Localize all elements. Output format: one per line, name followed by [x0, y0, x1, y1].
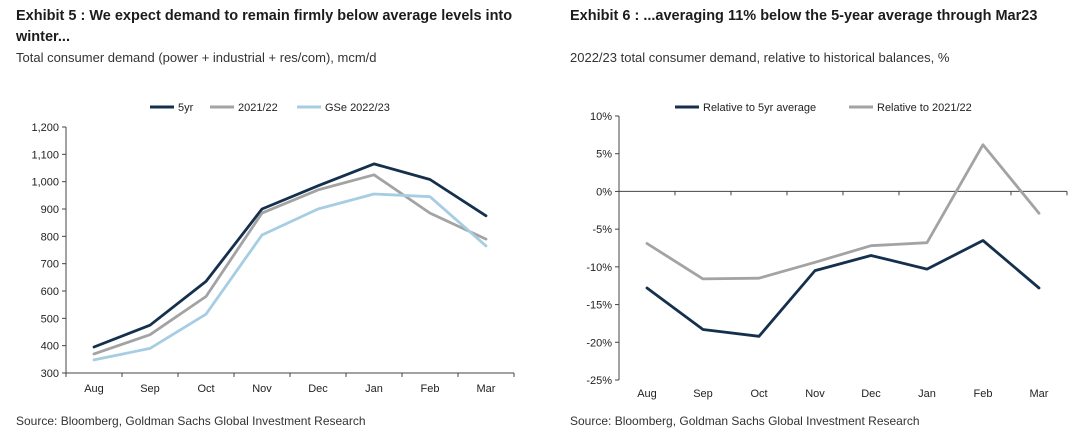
- y-tick-label: 700: [41, 259, 59, 271]
- legend-label: GSe 2022/23: [325, 102, 390, 114]
- y-tick-label: 300: [41, 368, 59, 380]
- legend-label: Relative to 2021/22: [877, 102, 972, 114]
- demand-line-chart: 300 400 500 600 700 800 900 1,000 1,100 1,200 Aug S…: [31, 102, 515, 395]
- y-tick-label: 10%: [590, 111, 612, 123]
- x-tick-label: Dec: [308, 383, 328, 395]
- x-tick-label: Nov: [805, 388, 825, 400]
- legend-label: Relative to 5yr average: [703, 102, 816, 114]
- x-tick-label: Jan: [365, 383, 383, 395]
- y-tick-label: -10%: [586, 262, 612, 274]
- y-tick-label: 500: [41, 313, 59, 325]
- y-tick-label: -20%: [586, 337, 612, 349]
- title-text: We expect demand to remain firmly below …: [16, 8, 513, 45]
- y-tick-label: -25%: [586, 375, 612, 387]
- source-note: Source: Bloomberg, Goldman Sachs Global …: [570, 414, 920, 428]
- y-tick-label: 1,000: [31, 177, 59, 189]
- legend-label: 2021/22: [238, 102, 278, 114]
- x-tick-label: Aug: [637, 388, 657, 400]
- x-tick-label: Dec: [861, 388, 881, 400]
- y-tick-label: 1,200: [31, 122, 59, 134]
- y-tick-label: 5%: [596, 149, 612, 161]
- series-line: [92, 162, 488, 349]
- series-line: [645, 239, 1041, 338]
- exhibit-5-panel: Exhibit 5 : We expect demand to remain f…: [16, 6, 521, 428]
- title-text: ...averaging 11% below the 5-year averag…: [643, 8, 1038, 24]
- exhibit-number: Exhibit 6 :: [570, 8, 640, 24]
- x-tick-label: Sep: [693, 388, 713, 400]
- x-tick-label: Oct: [750, 388, 767, 400]
- legend: 5yr 2021/22 GSe 2022/23: [150, 102, 390, 114]
- legend: Relative to 5yr average Relative to 2021/…: [675, 102, 972, 114]
- y-tick-label: -15%: [586, 300, 612, 312]
- exhibit-6-panel: Exhibit 6 : ...averaging 11% below the 5…: [548, 0, 1076, 441]
- y-tick-label: 1,100: [31, 149, 59, 161]
- chart-subtitle: 2022/23 total consumer demand, relative …: [570, 50, 950, 65]
- x-tick-label: Feb: [421, 383, 440, 395]
- y-tick-label: 0%: [596, 186, 612, 198]
- y-tick-label: 800: [41, 231, 59, 243]
- y-tick-label: 900: [41, 204, 59, 216]
- x-tick-label: Mar: [477, 383, 496, 395]
- x-tick-label: Feb: [974, 388, 993, 400]
- x-tick-label: Jan: [918, 388, 936, 400]
- series-line: [92, 173, 488, 356]
- chart-subtitle: Total consumer demand (power + industria…: [16, 50, 377, 65]
- chart-title: Exhibit 5 : We expect demand to remain f…: [16, 6, 521, 48]
- source-note: Source: Bloomberg, Goldman Sachs Global …: [16, 414, 366, 428]
- relative-demand-line-chart: -25% -20% -15% -10% -5% 0% 5% 10% Aug Sep Oct Nov De…: [586, 102, 1068, 400]
- y-tick-label: 400: [41, 341, 59, 353]
- series-line: [645, 143, 1041, 281]
- x-tick-label: Oct: [197, 383, 214, 395]
- x-tick-label: Sep: [140, 383, 160, 395]
- y-tick-label: -5%: [592, 224, 612, 236]
- exhibit-number: Exhibit 5 :: [16, 8, 86, 24]
- y-tick-label: 600: [41, 286, 59, 298]
- x-tick-label: Nov: [252, 383, 272, 395]
- series-line: [92, 192, 488, 362]
- x-tick-label: Mar: [1030, 388, 1049, 400]
- x-tick-label: Aug: [84, 383, 104, 395]
- chart-title: Exhibit 6 : ...averaging 11% below the 5…: [570, 6, 1075, 27]
- legend-label: 5yr: [178, 102, 194, 114]
